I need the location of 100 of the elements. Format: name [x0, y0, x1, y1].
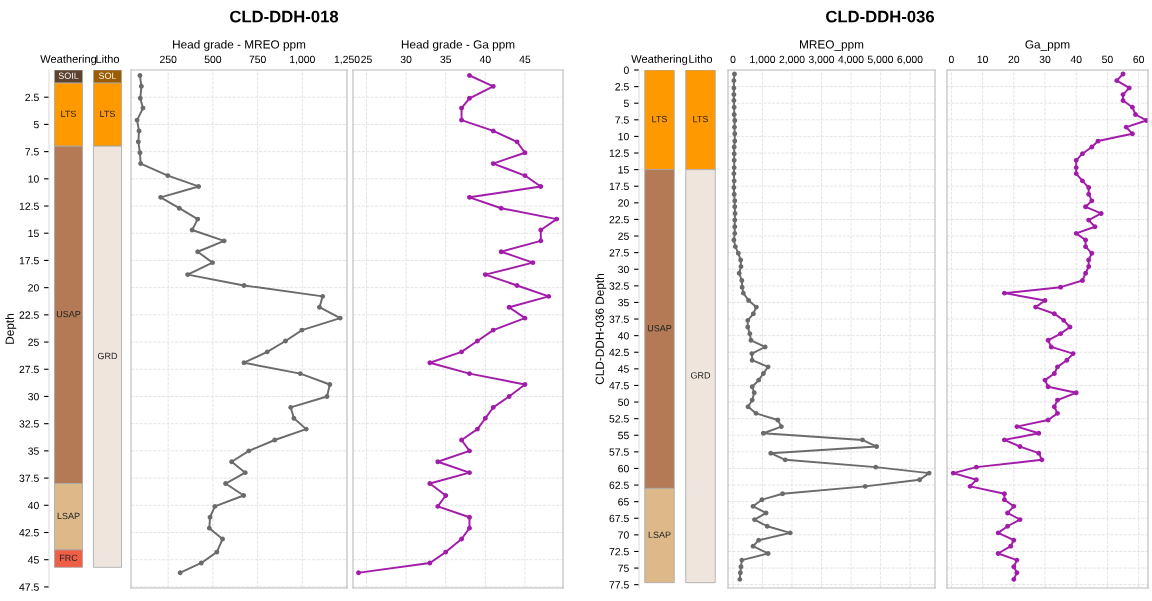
x-tick-label: 750 — [249, 55, 266, 64]
text: LTS — [100, 110, 116, 118]
y-tick-label: 17.5 — [609, 182, 629, 191]
point — [490, 327, 496, 333]
x-tick-label: 35 — [440, 55, 452, 64]
y-tick-label: 50 — [618, 398, 629, 406]
point — [522, 173, 528, 178]
y-tick-label: 25 — [28, 338, 39, 346]
x-tick-label: 30 — [400, 55, 412, 64]
point — [538, 184, 544, 189]
point — [137, 95, 143, 101]
x-tick-label: 50 — [1102, 55, 1113, 64]
point — [195, 249, 201, 255]
y-tick-label: 70 — [618, 531, 629, 539]
y-tick-label: 40 — [27, 501, 39, 510]
y-tick-label: 45 — [617, 365, 629, 373]
point — [522, 150, 528, 156]
point — [185, 272, 191, 278]
point — [210, 260, 215, 266]
point — [459, 105, 464, 111]
text: LTS — [693, 115, 709, 123]
y-tick-label: 55 — [618, 431, 629, 440]
point — [467, 73, 472, 78]
point — [467, 194, 472, 200]
x-tick-label: 1,000 — [750, 55, 776, 65]
point — [189, 227, 195, 233]
x-tick-label: 2,000 — [779, 55, 805, 65]
x-tick-label: 250 — [160, 55, 177, 64]
point — [337, 315, 343, 321]
x-axis-title: Head grade - Ga ppm — [401, 39, 515, 51]
y-tick-label: 20 — [618, 199, 629, 207]
point — [246, 448, 252, 454]
y-tick-label: 32.5 — [19, 420, 39, 428]
x-tick-label: 1,250 — [334, 55, 360, 65]
series-label: LTS — [652, 115, 668, 123]
y-tick-label: 12.5 — [19, 202, 39, 210]
point — [498, 205, 504, 211]
y-tick-label: 2.5 — [615, 83, 629, 91]
y-tick-label: 35 — [618, 298, 629, 307]
point — [435, 503, 441, 509]
y-tick-label: 52.5 — [609, 415, 629, 423]
point — [490, 83, 496, 89]
y-tick-label: 72.5 — [609, 547, 629, 556]
point — [490, 404, 496, 410]
y-tick-label: 60 — [618, 464, 629, 473]
y-tick-label: 67.5 — [609, 514, 629, 523]
y-tick-label: 47.5 — [19, 583, 39, 591]
y-tick-label: 47.5 — [609, 382, 629, 390]
point — [522, 315, 528, 321]
point — [435, 459, 441, 465]
y-tick-label: 42.5 — [609, 348, 629, 357]
y-tick-label: 27.5 — [609, 249, 629, 257]
point — [137, 73, 143, 78]
point — [206, 525, 212, 531]
y-tick-label: 32.5 — [609, 282, 629, 290]
y-tick-label: 12.5 — [609, 149, 629, 157]
point — [138, 83, 144, 89]
chart-title: CLD-DDH-036 — [826, 10, 935, 23]
point — [427, 481, 433, 486]
x-tick-label: 4,000 — [838, 55, 864, 65]
x-axis-title: MREO_ppm — [800, 40, 864, 51]
point — [538, 227, 544, 233]
y-tick-label: 5 — [33, 121, 39, 129]
point — [490, 161, 496, 167]
point — [242, 470, 248, 476]
point — [297, 371, 303, 377]
y-tick-label: 20 — [28, 284, 39, 292]
x-tick-label: 3,000 — [808, 55, 835, 65]
point — [554, 216, 560, 222]
x-tick-label: 500 — [204, 55, 222, 64]
y-tick-label: 22.5 — [609, 215, 629, 224]
x-tick-label: 1,000 — [290, 55, 315, 65]
point — [474, 426, 480, 432]
y-tick-label: 15 — [618, 166, 629, 174]
y-tick-label: 57.5 — [609, 448, 629, 456]
point — [229, 459, 235, 465]
y-tick-label: 2.5 — [25, 93, 39, 102]
x-tick-label: 25 — [361, 55, 372, 64]
series-label: FRC — [59, 554, 78, 562]
point — [467, 470, 472, 476]
point — [490, 128, 496, 134]
y-tick-label: 7.5 — [25, 148, 39, 156]
y-tick-label: 5 — [623, 99, 629, 108]
series-label: SOIL — [58, 72, 79, 79]
point — [459, 117, 464, 123]
y-tick-label: 17.5 — [19, 257, 39, 265]
series-label: LSAP — [648, 531, 671, 538]
series-label: LTS — [61, 110, 77, 118]
x-tick-label: Litho — [96, 54, 120, 63]
y-tick-label: 40 — [617, 332, 629, 340]
x-tick-label: 6,000 — [897, 55, 923, 65]
point — [467, 525, 472, 531]
y-tick-label: 42.5 — [19, 529, 39, 537]
point — [272, 437, 278, 443]
point — [207, 514, 213, 520]
point — [327, 382, 333, 387]
y-axis-title: Depth — [5, 314, 17, 344]
point — [196, 184, 202, 189]
point — [514, 283, 520, 288]
point — [459, 536, 464, 542]
